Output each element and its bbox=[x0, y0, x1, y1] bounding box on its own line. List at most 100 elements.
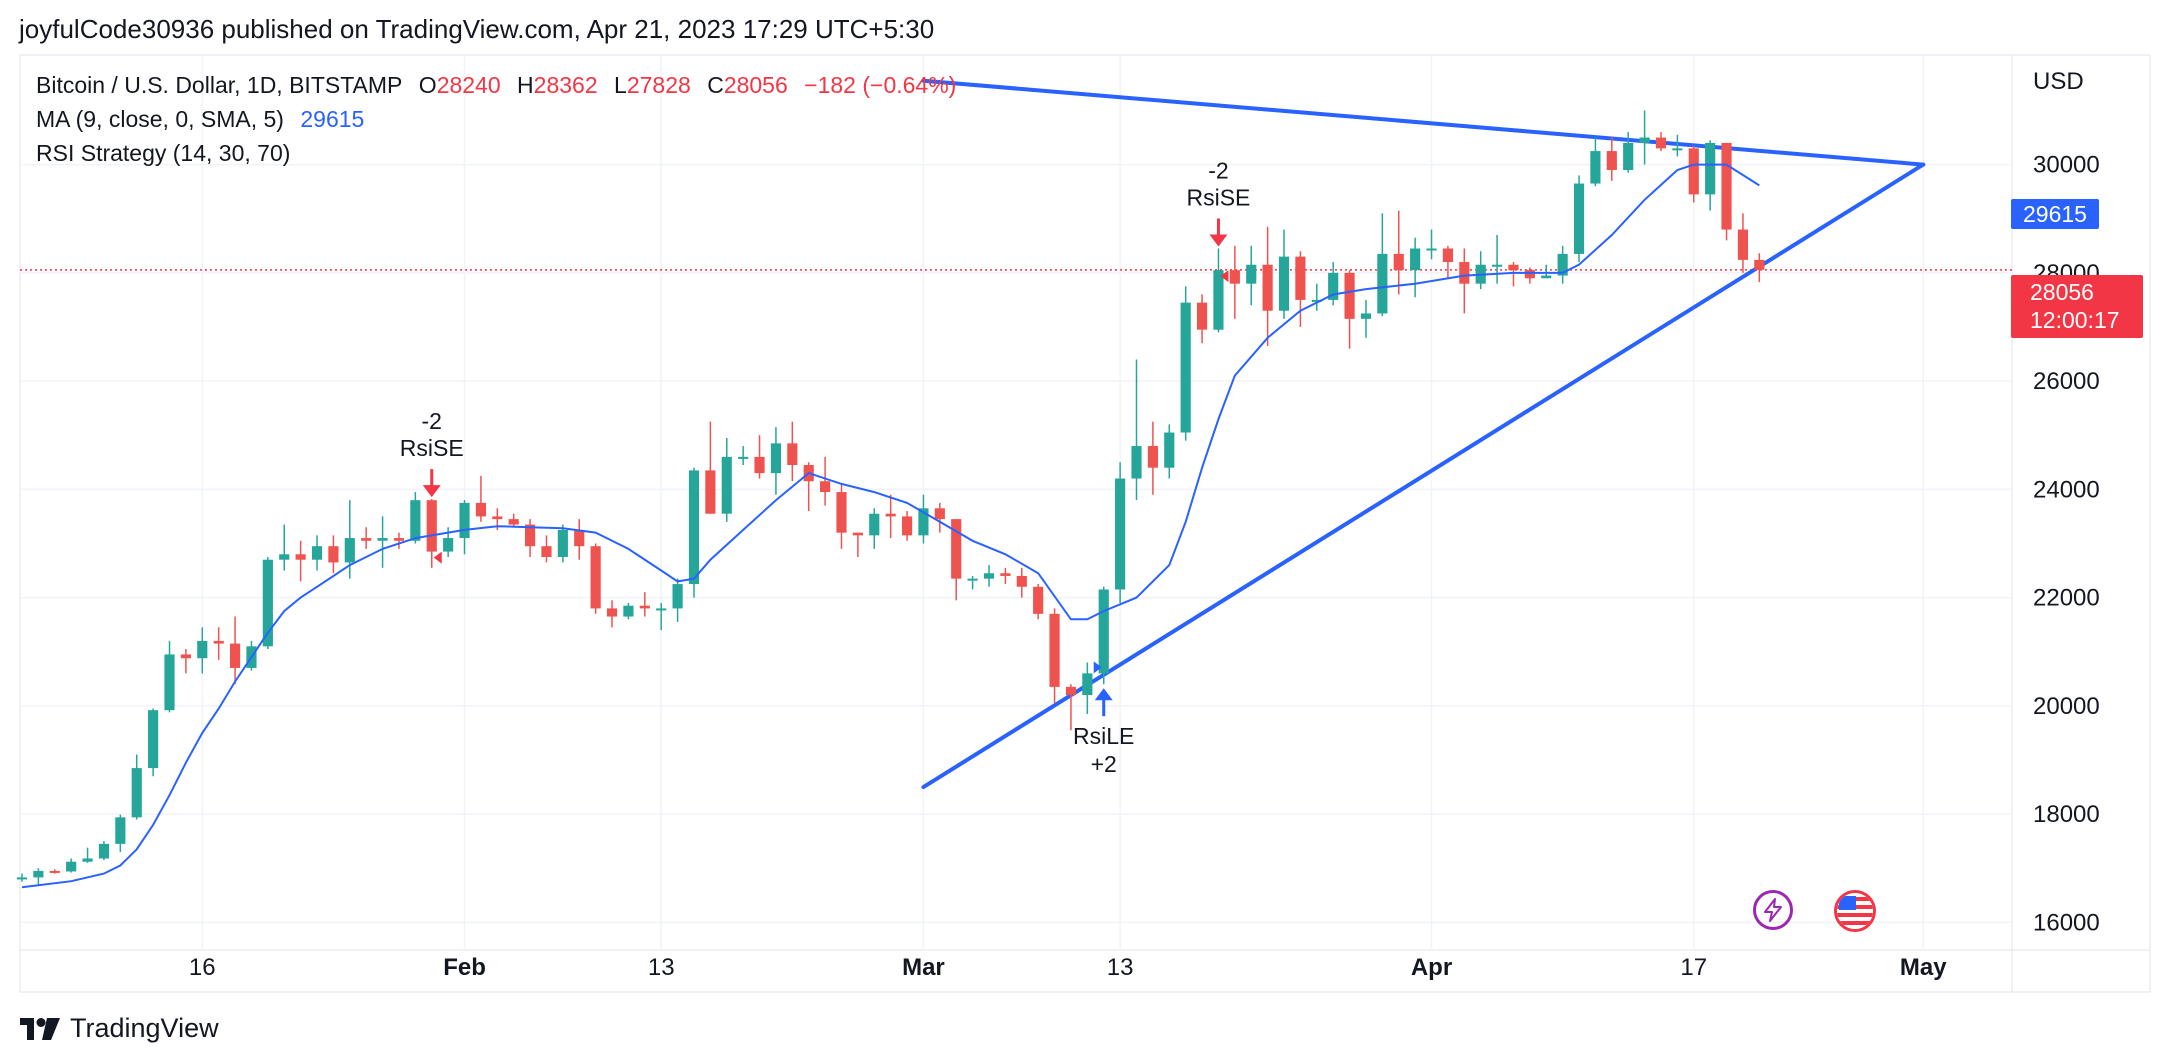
candle-body bbox=[1180, 302, 1191, 433]
short-signal-label: RsiSE bbox=[1187, 184, 1251, 210]
candle-body bbox=[1557, 253, 1568, 276]
legend-l-label: L bbox=[614, 72, 627, 98]
candle-body bbox=[901, 516, 913, 536]
candle-body bbox=[1311, 299, 1322, 302]
candle-body bbox=[1508, 264, 1519, 271]
short-entry-marker bbox=[433, 551, 442, 564]
lightning-icon[interactable] bbox=[1753, 890, 1793, 930]
candle-body bbox=[1196, 302, 1208, 330]
footer-brand[interactable]: TradingView bbox=[70, 1013, 219, 1043]
candle-body bbox=[705, 470, 716, 514]
y-tick-label: 22000 bbox=[2033, 585, 2100, 612]
candle-body bbox=[1033, 586, 1044, 614]
candle-body bbox=[295, 554, 306, 560]
candle-body bbox=[852, 532, 863, 536]
candle-body bbox=[213, 640, 224, 644]
ma-line bbox=[21, 163, 1760, 889]
x-tick-label: Mar bbox=[902, 954, 945, 981]
published-line: joyfulCode30936 published on TradingView… bbox=[19, 14, 935, 44]
legend-change: −182 (−0.64%) bbox=[804, 72, 957, 98]
y-tick-label: 30000 bbox=[2033, 152, 2100, 179]
us-flag-icon[interactable] bbox=[1834, 890, 1876, 932]
candle-body bbox=[131, 768, 142, 818]
candle-body bbox=[1655, 137, 1667, 149]
candle-body bbox=[1278, 256, 1290, 311]
candle-body bbox=[1393, 253, 1404, 271]
candle-body bbox=[639, 605, 650, 609]
long-signal-arrowhead bbox=[1094, 688, 1113, 701]
candle-body bbox=[1672, 148, 1683, 151]
legend-h-value: 28362 bbox=[533, 72, 598, 98]
candle-body bbox=[1213, 270, 1224, 330]
candle-body bbox=[164, 654, 175, 711]
legend-c-value: 28056 bbox=[723, 72, 788, 98]
candle-body bbox=[1688, 148, 1699, 195]
long-signal-label: RsiLE bbox=[1073, 723, 1134, 749]
candle-body bbox=[1246, 264, 1257, 284]
candle-body bbox=[606, 608, 618, 617]
candle-body bbox=[508, 519, 519, 525]
x-tick-label: Feb bbox=[443, 954, 486, 981]
candle-body bbox=[1229, 270, 1240, 284]
last-price-tag: 28056 12:00:17 bbox=[2011, 275, 2143, 338]
tradingview-logo-icon[interactable] bbox=[20, 1017, 60, 1040]
y-tick-label: 16000 bbox=[2033, 909, 2100, 936]
candle-body bbox=[459, 502, 470, 539]
candle-body bbox=[180, 654, 191, 659]
y-axis-unit: USD bbox=[2033, 68, 2084, 95]
candle-body bbox=[1492, 264, 1503, 267]
candle-body bbox=[1737, 229, 1749, 260]
candle-body bbox=[311, 546, 323, 560]
x-tick-label: 13 bbox=[648, 954, 675, 981]
legend-c-label: C bbox=[707, 72, 724, 98]
price-chart[interactable]: 1600018000200002200024000260002800030000… bbox=[0, 0, 2172, 1010]
candle-body bbox=[1524, 270, 1535, 279]
ma-price-tag: 29615 bbox=[2011, 199, 2099, 229]
candle-body bbox=[787, 443, 798, 465]
candle-body bbox=[1016, 575, 1027, 587]
candle-body bbox=[1049, 613, 1060, 687]
candle-body bbox=[1098, 589, 1109, 674]
legend-symbol[interactable]: Bitcoin / U.S. Dollar, 1D, BITSTAMP bbox=[36, 72, 403, 98]
candle-body bbox=[951, 519, 962, 579]
x-tick-label: Apr bbox=[1411, 954, 1452, 981]
candle-body bbox=[344, 538, 355, 563]
x-tick-label: May bbox=[1900, 954, 1947, 981]
candle-body bbox=[918, 508, 929, 536]
candle-body bbox=[1426, 248, 1437, 251]
candle-body bbox=[1442, 248, 1453, 263]
candle-body bbox=[820, 481, 831, 493]
legend-rsi-label[interactable]: RSI Strategy (14, 30, 70) bbox=[36, 140, 291, 166]
candle-body bbox=[934, 508, 945, 520]
candle-body bbox=[1360, 313, 1372, 319]
short-entry-marker bbox=[1220, 270, 1229, 283]
candle-body bbox=[1082, 673, 1093, 696]
candle-body bbox=[721, 456, 732, 514]
candle-body bbox=[492, 516, 503, 520]
candle-body bbox=[1295, 256, 1306, 300]
candle-body bbox=[557, 529, 568, 558]
candle-body bbox=[1541, 275, 1552, 279]
legend-ma-label[interactable]: MA (9, close, 0, SMA, 5) bbox=[36, 106, 284, 132]
short-signal-label: RsiSE bbox=[400, 435, 464, 461]
candle-body bbox=[1590, 151, 1601, 184]
long-entry-marker bbox=[1093, 661, 1102, 674]
candle-body bbox=[1639, 137, 1650, 143]
candle-body bbox=[197, 640, 208, 659]
legend-ma-value: 29615 bbox=[300, 106, 365, 132]
short-signal-qty: -2 bbox=[422, 408, 442, 434]
candle-body bbox=[410, 500, 421, 541]
x-tick-label: 13 bbox=[1107, 954, 1134, 981]
candle-body bbox=[574, 529, 585, 547]
candle-body bbox=[49, 870, 60, 873]
footer: TradingView bbox=[20, 1013, 219, 1044]
candle-body bbox=[377, 538, 388, 541]
y-tick-label: 24000 bbox=[2033, 476, 2100, 503]
legend-o-label: O bbox=[418, 72, 437, 98]
legend-rsi-row: RSI Strategy (14, 30, 70) bbox=[36, 140, 300, 167]
candle-body bbox=[1131, 446, 1142, 479]
candle-body bbox=[1115, 478, 1126, 590]
candle-body bbox=[836, 492, 847, 533]
candle-body bbox=[229, 643, 241, 668]
candle-body bbox=[1459, 262, 1470, 284]
